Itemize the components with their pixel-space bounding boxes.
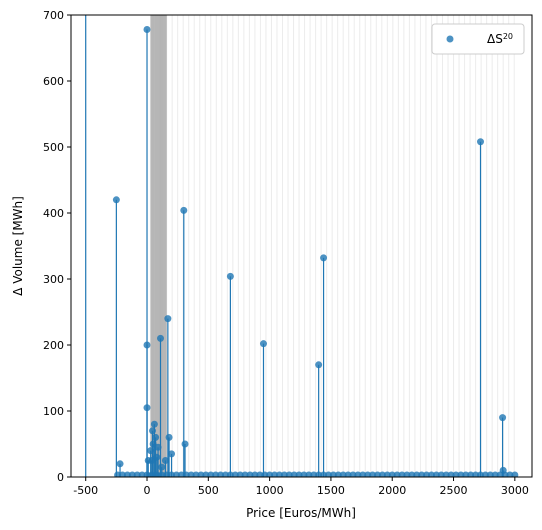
data-point: [158, 463, 166, 471]
data-point: [315, 361, 323, 369]
data-point: [82, 0, 89, 5]
y-tick-label: 500: [43, 141, 64, 154]
y-tick-label: 100: [43, 405, 64, 418]
y-axis-label: Δ Volume [MWh]: [11, 196, 25, 296]
data-point: [477, 138, 485, 146]
y-axis-ticks: 0 100 200 300 400 500 600 700: [43, 9, 71, 484]
legend-box: [431, 23, 525, 55]
data-point: [164, 315, 172, 323]
data-point: [148, 457, 156, 464]
y-tick-label: 0: [57, 471, 64, 484]
y-tick-label: 300: [43, 273, 64, 286]
x-tick-label: 0: [144, 484, 151, 497]
x-tick-label: 1000: [256, 484, 284, 497]
y-tick-label: 400: [43, 207, 64, 220]
data-point: [181, 440, 189, 448]
data-point: [143, 404, 151, 412]
y-tick-label: 700: [43, 9, 64, 22]
legend-label: ΔS20: [487, 32, 513, 47]
vertical-lines-layer: [150, 15, 515, 477]
data-point: [143, 341, 151, 349]
x-axis-ticks: -500 0 500 1000 1500 2000 2500 3000: [73, 477, 529, 497]
data-point: [112, 196, 120, 204]
data-point: [149, 440, 157, 448]
data-point: [157, 334, 165, 342]
data-point: [226, 272, 234, 280]
points-layer: [82, 0, 519, 477]
data-point: [320, 254, 328, 262]
plot-background: [71, 15, 532, 477]
x-tick-label: -500: [73, 484, 98, 497]
data-point: [152, 433, 160, 441]
y-tick-label: 600: [43, 75, 64, 88]
data-point: [165, 433, 173, 441]
data-point: [499, 414, 507, 422]
data-point: [143, 26, 151, 34]
data-point: [116, 460, 124, 468]
data-point: [161, 457, 169, 464]
data-point: [168, 450, 176, 458]
x-axis-label: Price [Euros/MWh]: [246, 506, 356, 520]
y-tick-label: 200: [43, 339, 64, 352]
legend-marker: [446, 35, 454, 43]
x-tick-label: 1500: [317, 484, 345, 497]
plot-frame: [70, 14, 533, 478]
data-point: [149, 427, 157, 435]
x-tick-label: 3000: [501, 484, 529, 497]
data-point: [154, 443, 162, 451]
data-point: [259, 340, 267, 348]
x-tick-label: 2500: [440, 484, 468, 497]
legend-label-sup: 20: [503, 32, 513, 41]
data-point: [153, 453, 161, 461]
x-tick-label: 500: [198, 484, 219, 497]
legend: ΔS20: [431, 23, 525, 55]
x-tick-label: 2000: [378, 484, 406, 497]
data-point: [147, 447, 155, 455]
legend-label-main: ΔS: [487, 32, 503, 46]
data-point: [150, 420, 158, 428]
data-point: [511, 471, 519, 477]
data-point: [180, 206, 188, 214]
